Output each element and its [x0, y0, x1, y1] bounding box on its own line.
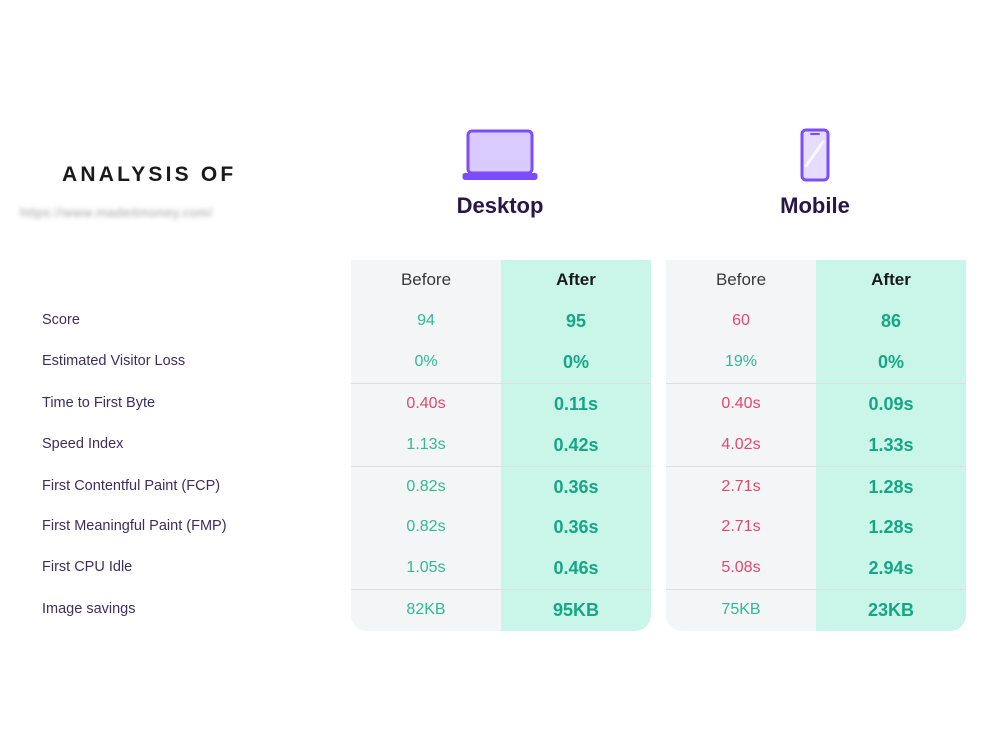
cell-desktop-after-fcp: 0.36s [553, 477, 599, 497]
row-divider [351, 383, 651, 384]
cell-desktop-before-speed-index: 1.13s [406, 436, 446, 453]
column-header-after: After [556, 270, 596, 289]
cell-mobile-after-fmp: 1.28s [868, 517, 914, 537]
cell-mobile-after-image-savings: 23KB [867, 600, 915, 620]
cell-mobile-after-cpu-idle: 2.94s [868, 558, 914, 578]
cell-desktop-after-speed-index: 0.42s [553, 435, 599, 455]
cell-mobile-before-speed-index: 4.02s [721, 436, 761, 453]
mobile-results-panel: Before 60 19% 0.40s 4.02s 2.71s 2.71s 5.… [666, 260, 966, 631]
desktop-label: Desktop [456, 193, 544, 218]
metric-label-ttfb: Time to First Byte [42, 395, 156, 411]
metric-label-cpu-idle: First CPU Idle [42, 559, 133, 575]
column-header-before: Before [715, 270, 767, 289]
laptop-icon [400, 120, 600, 182]
desktop-after-column: After 95 0% 0.11s 0.42s 0.36s 0.36s 0.46… [501, 260, 651, 631]
cell-desktop-before-fmp: 0.82s [406, 518, 446, 535]
column-header-before: Before [400, 270, 452, 289]
cell-desktop-before-ttfb: 0.40s [406, 395, 446, 412]
row-divider [351, 466, 651, 467]
row-divider [666, 466, 966, 467]
row-divider [666, 589, 966, 590]
cell-desktop-after-image-savings: 95KB [552, 600, 600, 620]
cell-mobile-before-score: 60 [732, 312, 750, 329]
cell-mobile-before-fmp: 2.71s [721, 518, 761, 535]
cell-mobile-before-image-savings: 75KB [721, 601, 761, 618]
cell-desktop-before-image-savings: 82KB [406, 601, 446, 618]
mobile-after-column: After 86 0% 0.09s 1.33s 1.28s 1.28s 2.94… [816, 260, 966, 631]
column-header-after: After [871, 270, 911, 289]
mobile-header: Mobile [715, 120, 915, 219]
desktop-header: Desktop [400, 120, 600, 219]
cell-desktop-after-visitor-loss: 0% [562, 352, 589, 372]
mobile-label: Mobile [780, 193, 850, 218]
cell-desktop-before-cpu-idle: 1.05s [406, 559, 446, 576]
phone-icon [715, 120, 915, 182]
cell-desktop-before-score: 94 [417, 312, 435, 329]
metric-label-fcp: First Contentful Paint (FCP) [42, 478, 221, 494]
desktop-results-panel: Before 94 0% 0.40s 1.13s 0.82s 0.82s 1.0… [351, 260, 651, 631]
cell-mobile-after-ttfb: 0.09s [868, 394, 914, 414]
cell-desktop-after-cpu-idle: 0.46s [553, 558, 599, 578]
cell-mobile-before-ttfb: 0.40s [721, 395, 761, 412]
mobile-before-column: Before 60 19% 0.40s 4.02s 2.71s 2.71s 5.… [666, 260, 816, 631]
cell-desktop-after-ttfb: 0.11s [553, 394, 599, 414]
cell-desktop-after-score: 95 [565, 311, 587, 331]
metric-label-speed-index: Speed Index [42, 436, 124, 452]
cell-desktop-before-fcp: 0.82s [406, 478, 446, 495]
analyzed-url: https://www.madeitmoney.com/ [20, 205, 213, 220]
row-divider [351, 589, 651, 590]
cell-mobile-before-visitor-loss: 19% [724, 353, 758, 370]
cell-mobile-after-fcp: 1.28s [868, 477, 914, 497]
cell-desktop-after-fmp: 0.36s [553, 517, 599, 537]
cell-desktop-before-visitor-loss: 0% [414, 353, 438, 370]
cell-mobile-before-cpu-idle: 5.08s [721, 559, 761, 576]
cell-mobile-after-score: 86 [880, 311, 902, 331]
row-divider [666, 383, 966, 384]
page-title: ANALYSIS OF [62, 163, 237, 186]
cell-mobile-before-fcp: 2.71s [721, 478, 761, 495]
desktop-before-column: Before 94 0% 0.40s 1.13s 0.82s 0.82s 1.0… [351, 260, 501, 631]
metric-label-visitor-loss: Estimated Visitor Loss [42, 353, 186, 369]
cell-mobile-after-speed-index: 1.33s [868, 435, 914, 455]
metric-label-fmp: First Meaningful Paint (FMP) [42, 518, 227, 534]
metric-label-image-savings: Image savings [42, 601, 136, 617]
metric-label-score: Score [42, 312, 80, 328]
cell-mobile-after-visitor-loss: 0% [877, 352, 904, 372]
